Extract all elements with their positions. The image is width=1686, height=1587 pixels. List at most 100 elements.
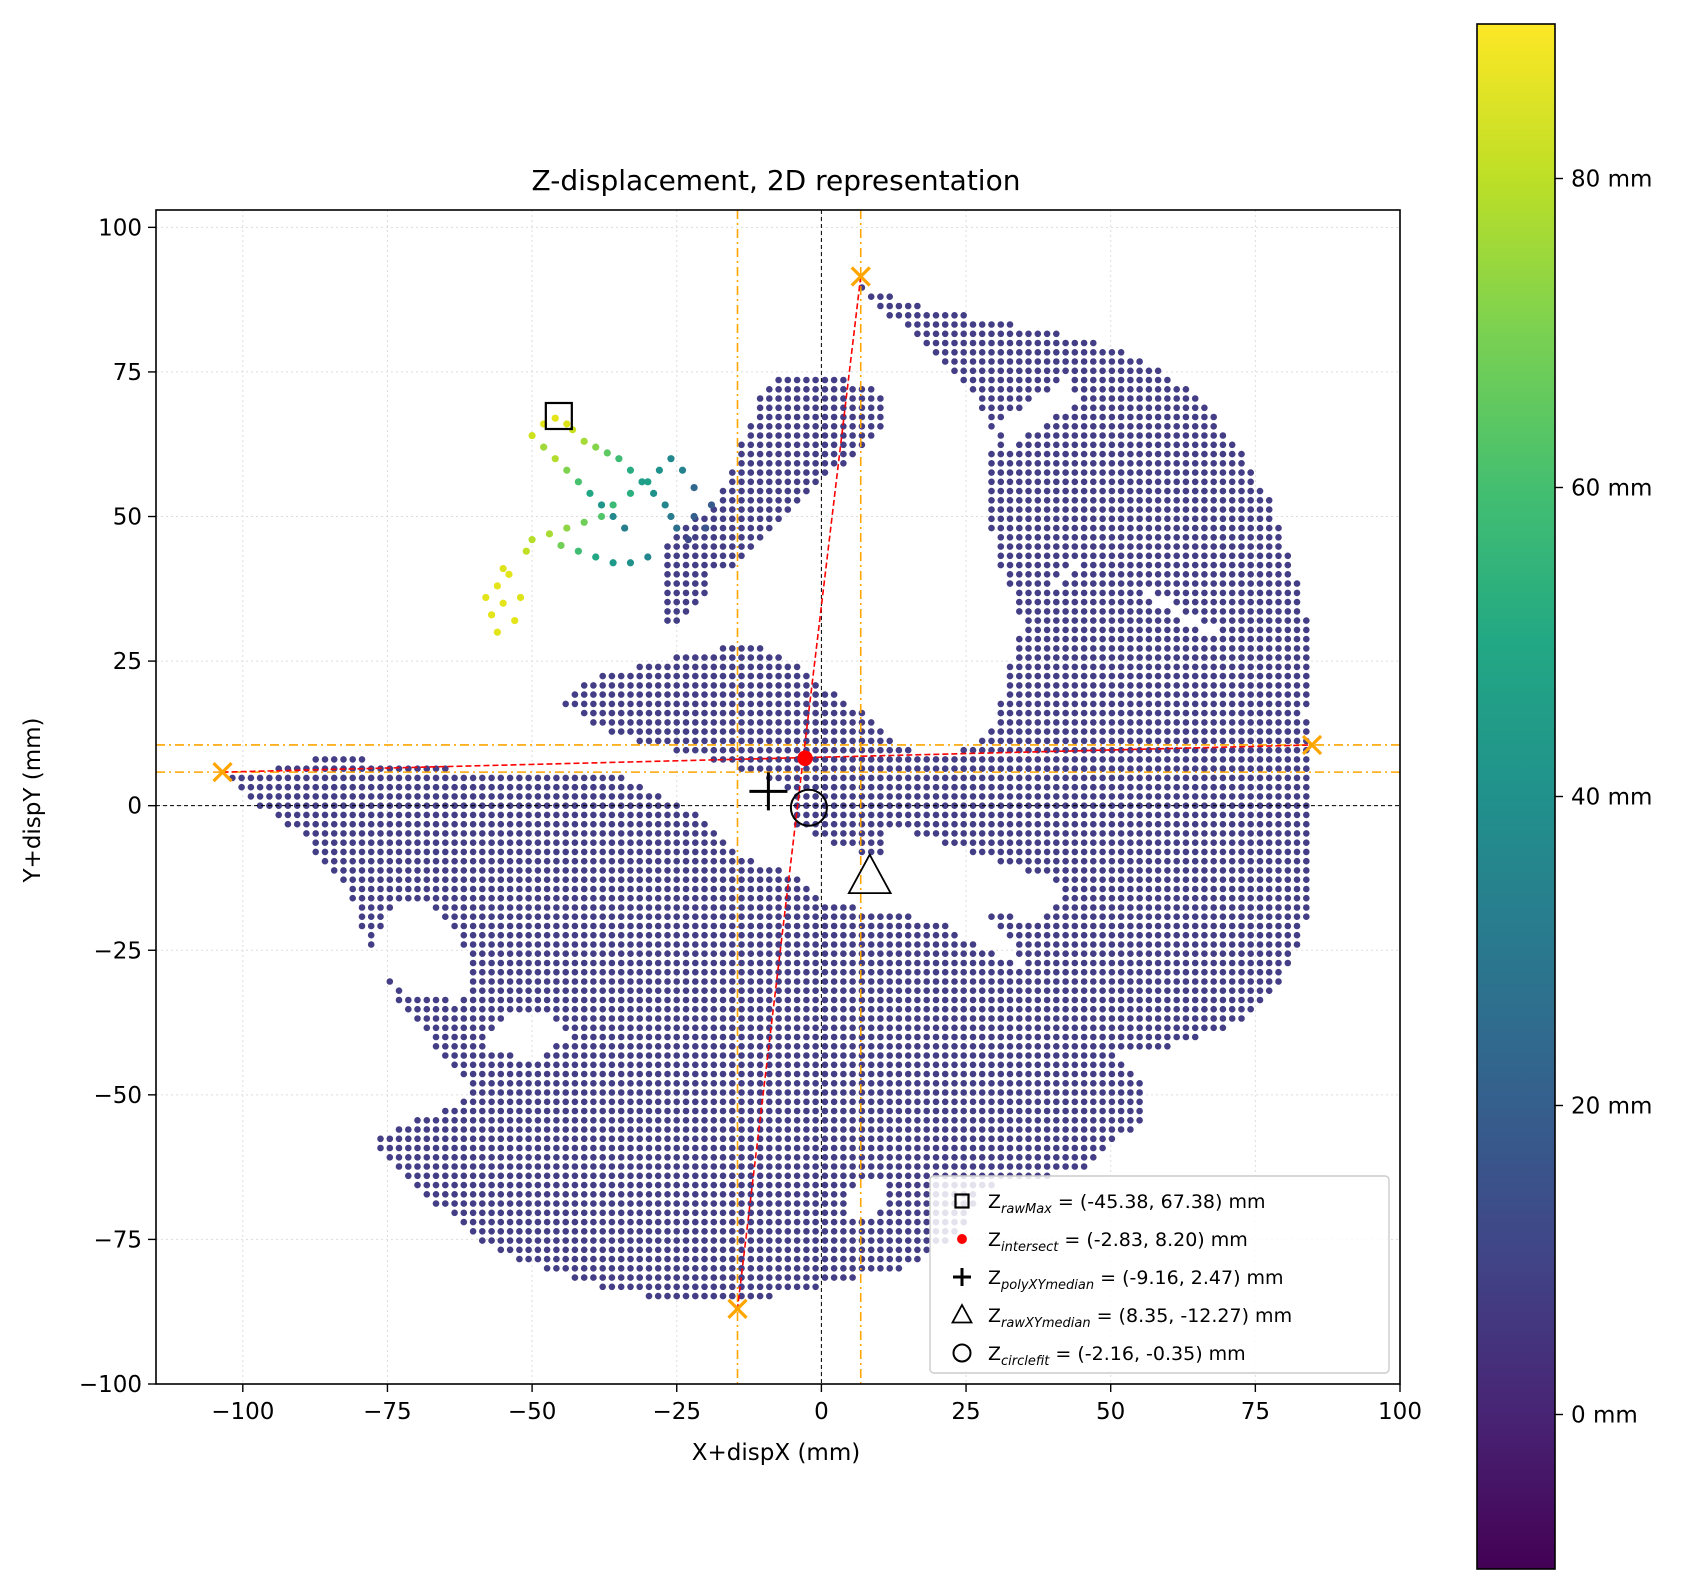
data-point: [617, 931, 625, 939]
data-point: [988, 913, 995, 920]
data-point: [784, 1126, 792, 1133]
data-point: [1034, 857, 1042, 865]
data-point: [840, 1052, 847, 1059]
data-point: [701, 719, 708, 726]
data-point: [812, 1200, 819, 1207]
data-point: [1108, 746, 1116, 754]
data-point: [367, 811, 375, 819]
data-point: [738, 534, 745, 541]
data-point: [506, 857, 514, 865]
data-point: [849, 774, 856, 782]
data-point: [460, 1052, 468, 1059]
data-point: [1071, 460, 1079, 467]
data-point: [1099, 709, 1106, 717]
data-point: [525, 894, 532, 902]
data-point: [580, 941, 588, 948]
data-point: [849, 783, 856, 791]
data-point: [821, 737, 829, 745]
data-point: [830, 913, 838, 920]
data-point: [951, 756, 958, 763]
data-point: [312, 765, 320, 772]
data-point: [1062, 487, 1069, 495]
data-point: [553, 811, 560, 819]
data-point: [562, 1163, 569, 1170]
data-point: [479, 978, 486, 985]
data-point: [821, 386, 829, 393]
data-point: [775, 987, 782, 994]
data-point: [821, 1274, 829, 1281]
data-point: [599, 1126, 606, 1133]
data-point: [932, 1033, 940, 1041]
data-point: [1006, 571, 1014, 578]
data-point: [571, 1246, 579, 1254]
data-point: [812, 1191, 819, 1198]
data-point: [599, 894, 606, 902]
data-point: [423, 774, 431, 782]
data-point: [617, 811, 625, 819]
data-point: [627, 894, 634, 902]
data-point: [627, 783, 634, 791]
data-point: [608, 1283, 616, 1291]
data-point: [858, 719, 866, 726]
data-point: [756, 765, 764, 772]
data-point: [553, 1080, 560, 1087]
data-point: [534, 839, 542, 846]
data-point: [654, 1274, 662, 1281]
data-point: [1108, 1070, 1116, 1078]
data-point: [756, 1283, 764, 1291]
data-point: [766, 1172, 773, 1180]
data-point: [840, 987, 847, 994]
data-point: [969, 1135, 977, 1143]
data-point: [1025, 358, 1032, 365]
data-point: [516, 811, 523, 819]
data-point: [1090, 413, 1097, 421]
data-point: [1108, 996, 1116, 1004]
data-point: [932, 312, 940, 319]
data-point: [867, 1098, 875, 1106]
data-point: [997, 534, 1005, 541]
data-point: [766, 737, 773, 745]
data-point: [793, 1070, 801, 1078]
data-point: [766, 1144, 773, 1152]
data-point: [303, 811, 310, 819]
data-point: [423, 1024, 431, 1032]
data-point: [312, 839, 320, 846]
data-point: [988, 746, 995, 754]
data-point: [1090, 848, 1097, 856]
data-point: [1099, 820, 1106, 828]
data-point: [340, 839, 347, 846]
data-point: [812, 1005, 819, 1013]
data-point: [673, 1292, 680, 1300]
data-point: [858, 709, 866, 717]
data-point: [988, 968, 995, 976]
data-point: [367, 913, 375, 920]
data-point: [451, 1135, 458, 1143]
data-point: [904, 1209, 912, 1217]
data-point: [867, 922, 875, 930]
data-point: [367, 793, 375, 800]
data-point: [330, 857, 338, 865]
data-point: [793, 1052, 801, 1059]
data-point: [701, 1218, 708, 1226]
data-point: [1062, 1098, 1069, 1106]
data-point: [451, 1200, 458, 1207]
data-point: [830, 756, 838, 763]
data-point: [1006, 719, 1014, 726]
data-point: [1034, 571, 1042, 578]
data-point: [654, 1043, 662, 1050]
data-point: [692, 820, 699, 828]
data-point: [358, 867, 366, 874]
data-point: [951, 987, 958, 994]
data-point: [895, 1080, 903, 1087]
data-point: [1025, 608, 1032, 615]
data-point: [719, 1117, 727, 1124]
data-point: [821, 404, 829, 412]
data-point: [756, 1246, 764, 1254]
data-point: [784, 1052, 792, 1059]
data-point: [812, 1172, 819, 1180]
data-point: [821, 1061, 829, 1069]
data-point: [738, 487, 745, 495]
data-point: [460, 793, 468, 800]
data-point: [747, 1237, 755, 1244]
data-point: [793, 450, 801, 458]
